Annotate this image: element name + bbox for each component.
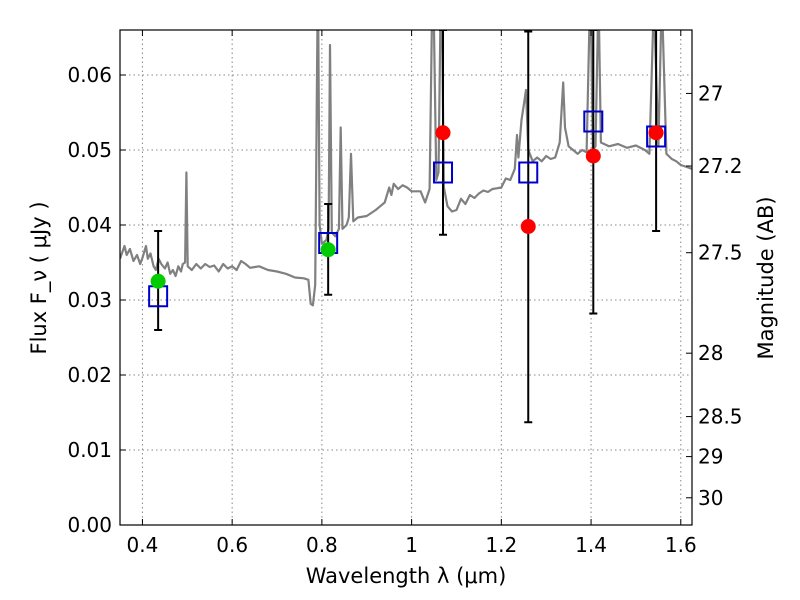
model-square-marker	[518, 161, 539, 184]
x-tick-label: 0.6	[216, 533, 248, 557]
x-tick-label: 1	[405, 533, 418, 557]
y-tick-label: 0.03	[67, 288, 112, 312]
right-tick-label: 28	[698, 341, 723, 365]
right-tick-label: 28.5	[698, 405, 743, 429]
right-tick-label: 29	[698, 445, 723, 469]
error-bars	[154, 30, 661, 424]
x-axis-label: Wavelength λ (μm)	[306, 564, 507, 588]
x-tick-label: 1.6	[665, 533, 697, 557]
observed-circle-marker	[435, 125, 451, 141]
y-tick-labels: 0.00 0.01 0.02 0.03 0.04 0.05 0.06	[67, 63, 112, 537]
plot-frame	[119, 29, 693, 526]
y-tick-label: 0.02	[67, 363, 112, 387]
right-tick-label: 27.5	[698, 241, 743, 265]
y-tick-label: 0.06	[67, 63, 112, 87]
right-tick-label: 30	[698, 486, 723, 510]
right-magnitude-tick-labels: 27 27.2 27.5 28 28.5 29 30	[698, 81, 743, 509]
axis-ticks	[120, 30, 692, 526]
x-tick-labels: 0.4 0.6 0.8 1 1.2 1.4 1.6	[127, 533, 697, 557]
right-tick-label: 27	[698, 81, 723, 105]
observed-circle-marker	[648, 125, 664, 141]
y-axis-label: Flux F_ν ( μJy )	[27, 201, 52, 354]
observed-circle-marker	[320, 242, 336, 258]
observed-circle-marker	[520, 219, 536, 234]
model-photometry-squares	[148, 110, 667, 308]
right-tick-label: 27.2	[698, 154, 743, 178]
y-tick-label: 0.00	[67, 513, 112, 537]
model-spectrum-line	[120, 30, 692, 307]
x-tick-label: 1.4	[575, 533, 607, 557]
model-square-marker	[433, 161, 454, 184]
y-tick-label: 0.05	[67, 138, 112, 162]
x-tick-label: 0.8	[306, 533, 338, 557]
grid	[120, 30, 692, 525]
observed-circle-marker	[150, 273, 166, 289]
observed-circle-marker	[585, 148, 601, 164]
model-square-marker	[583, 110, 604, 133]
y-axis-right-label: Magnitude (AB)	[754, 196, 778, 359]
x-tick-label: 1.2	[485, 533, 517, 557]
y-tick-label: 0.01	[67, 438, 112, 462]
x-tick-label: 0.4	[127, 533, 159, 557]
observed-photometry-circles	[150, 125, 664, 289]
y-tick-label: 0.04	[67, 213, 112, 237]
